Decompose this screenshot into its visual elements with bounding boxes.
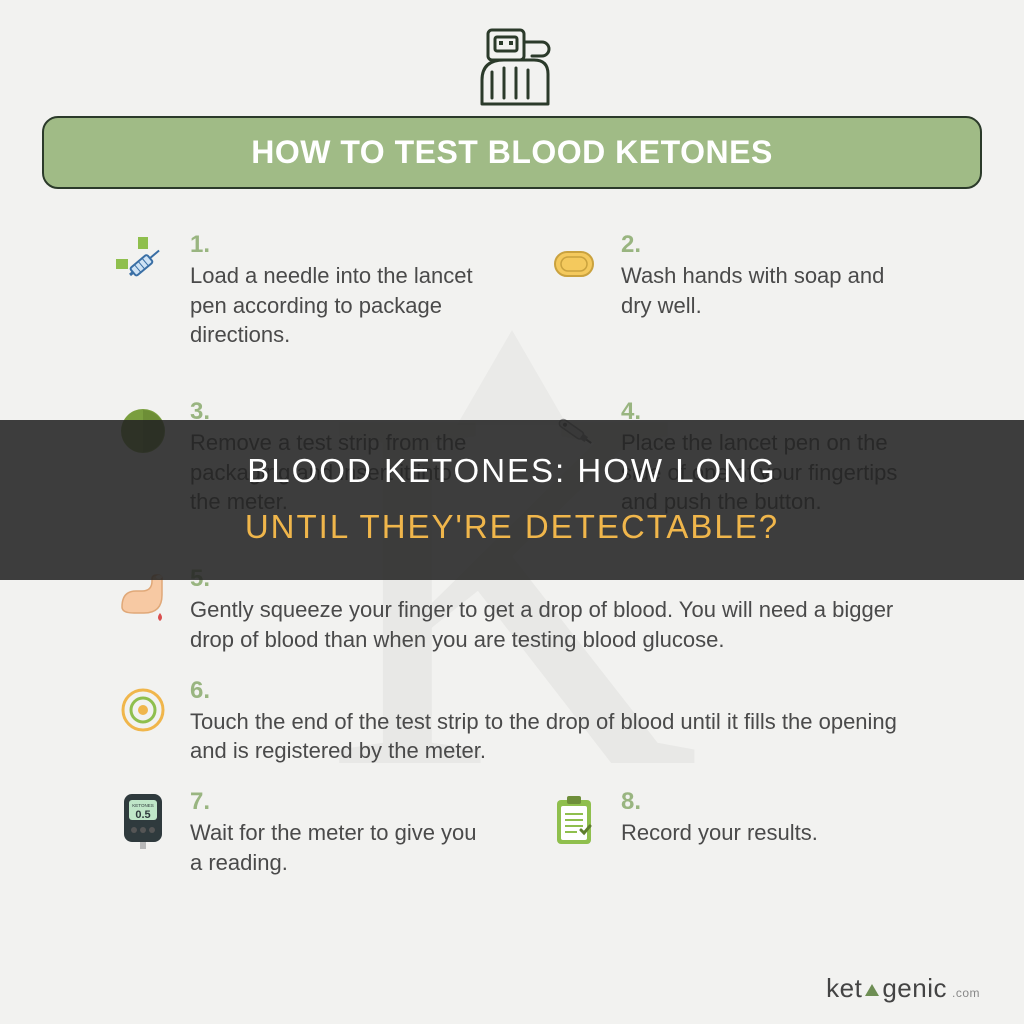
step-6: 6. Touch the end of the test strip to th…	[116, 677, 908, 766]
clipboard-icon	[549, 794, 599, 848]
step-number: 6.	[190, 677, 898, 705]
target-icon	[118, 685, 168, 735]
step-1: 1. Load a needle into the lancet pen acc…	[116, 231, 477, 350]
brand-triangle-icon	[865, 984, 879, 996]
step-text: Wait for the meter to give you a reading…	[190, 818, 477, 877]
overlay-line1: BLOOD KETONES: HOW LONG	[40, 452, 984, 490]
brand-suffix: .com	[952, 986, 980, 1000]
brand-post: genic	[882, 973, 947, 1004]
step-text: Record your results.	[621, 818, 908, 848]
hand-meter-icon	[452, 28, 572, 106]
title-bar: HOW TO TEST BLOOD KETONES	[42, 116, 982, 189]
header-icon-wrap	[42, 28, 982, 106]
meter-value: 0.5	[135, 809, 150, 821]
step-text: Wash hands with soap and dry well.	[621, 261, 908, 320]
overlay-line2: UNTIL THEY'RE DETECTABLE?	[40, 508, 984, 546]
overlay-banner: BLOOD KETONES: HOW LONG UNTIL THEY'RE DE…	[0, 420, 1024, 580]
step-number: 7.	[190, 788, 477, 816]
brand-pre: ket	[826, 973, 862, 1004]
step-7: KETONES 0.5 7. Wait for the meter to giv…	[116, 788, 477, 877]
footer-logo: ket genic .com	[826, 973, 980, 1004]
meter-label: KETONES	[132, 803, 153, 808]
syringe-icon	[116, 237, 170, 291]
step-number: 8.	[621, 788, 908, 816]
step-number: 2.	[621, 231, 908, 259]
step-text: Gently squeeze your finger to get a drop…	[190, 595, 898, 654]
step-8: 8. Record your results.	[547, 788, 908, 877]
page-title: HOW TO TEST BLOOD KETONES	[251, 134, 773, 170]
step-text: Touch the end of the test strip to the d…	[190, 707, 898, 766]
finger-blood-icon	[116, 573, 170, 623]
soap-icon	[549, 244, 599, 284]
step-text: Load a needle into the lancet pen accord…	[190, 261, 477, 350]
step-number: 1.	[190, 231, 477, 259]
meter-icon: KETONES 0.5	[120, 792, 166, 850]
step-2: 2. Wash hands with soap and dry well.	[547, 231, 908, 350]
